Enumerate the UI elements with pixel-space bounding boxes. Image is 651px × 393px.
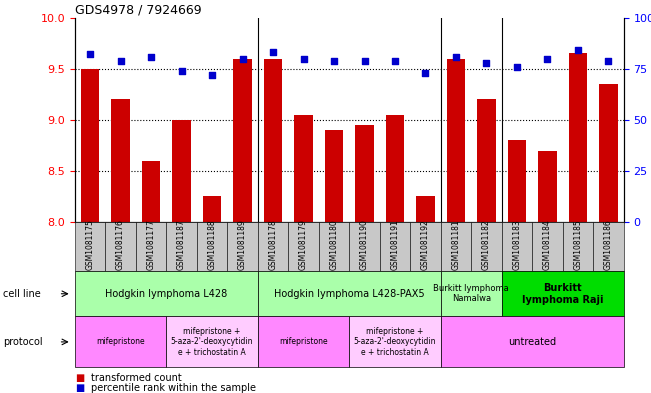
Bar bbox=[569, 53, 587, 222]
Text: GSM1081177: GSM1081177 bbox=[146, 220, 156, 270]
Point bbox=[238, 55, 248, 62]
Text: GSM1081176: GSM1081176 bbox=[116, 220, 125, 270]
Bar bbox=[203, 196, 221, 222]
Point bbox=[421, 70, 431, 76]
Point bbox=[390, 57, 400, 64]
Point bbox=[298, 55, 309, 62]
Bar bbox=[386, 115, 404, 222]
Bar bbox=[508, 140, 526, 222]
Bar bbox=[477, 99, 495, 222]
Text: mifepristone: mifepristone bbox=[96, 338, 145, 346]
Text: GSM1081188: GSM1081188 bbox=[208, 220, 217, 270]
Text: GSM1081187: GSM1081187 bbox=[177, 220, 186, 270]
Text: GSM1081181: GSM1081181 bbox=[452, 220, 460, 270]
Text: GSM1081190: GSM1081190 bbox=[360, 220, 369, 270]
Point bbox=[481, 59, 492, 66]
Text: GSM1081180: GSM1081180 bbox=[329, 220, 339, 270]
Text: Burkitt lymphoma
Namalwa: Burkitt lymphoma Namalwa bbox=[434, 284, 509, 303]
Text: GSM1081184: GSM1081184 bbox=[543, 220, 552, 270]
Text: untreated: untreated bbox=[508, 337, 556, 347]
Text: Burkitt
lymphoma Raji: Burkitt lymphoma Raji bbox=[522, 283, 603, 305]
Text: transformed count: transformed count bbox=[91, 373, 182, 383]
Bar bbox=[81, 69, 99, 222]
Text: GSM1081185: GSM1081185 bbox=[574, 220, 583, 270]
Text: GSM1081186: GSM1081186 bbox=[604, 220, 613, 270]
Point bbox=[85, 51, 95, 58]
Point bbox=[146, 53, 156, 60]
Point bbox=[359, 57, 370, 64]
Text: ■: ■ bbox=[75, 373, 84, 383]
Text: protocol: protocol bbox=[3, 337, 43, 347]
Bar bbox=[111, 99, 130, 222]
Text: GSM1081179: GSM1081179 bbox=[299, 220, 308, 270]
Text: mifepristone +
5-aza-2'-deoxycytidin
e + trichostatin A: mifepristone + 5-aza-2'-deoxycytidin e +… bbox=[171, 327, 253, 357]
Point bbox=[450, 53, 461, 60]
Text: GSM1081183: GSM1081183 bbox=[512, 220, 521, 270]
Text: GSM1081189: GSM1081189 bbox=[238, 220, 247, 270]
Point bbox=[207, 72, 217, 78]
Point bbox=[603, 57, 614, 64]
Text: mifepristone: mifepristone bbox=[279, 338, 328, 346]
Point bbox=[573, 47, 583, 53]
Bar bbox=[294, 115, 312, 222]
Text: GDS4978 / 7924669: GDS4978 / 7924669 bbox=[75, 4, 202, 17]
Text: GSM1081178: GSM1081178 bbox=[269, 220, 277, 270]
Text: percentile rank within the sample: percentile rank within the sample bbox=[91, 383, 256, 393]
Text: Hodgkin lymphoma L428: Hodgkin lymphoma L428 bbox=[105, 289, 227, 299]
Point bbox=[329, 57, 339, 64]
Bar bbox=[355, 125, 374, 222]
Bar bbox=[600, 84, 618, 222]
Text: GSM1081175: GSM1081175 bbox=[86, 220, 94, 270]
Bar bbox=[417, 196, 435, 222]
Text: Hodgkin lymphoma L428-PAX5: Hodgkin lymphoma L428-PAX5 bbox=[274, 289, 424, 299]
Bar bbox=[142, 161, 160, 222]
Point bbox=[268, 49, 278, 55]
Text: cell line: cell line bbox=[3, 289, 41, 299]
Bar bbox=[447, 59, 465, 222]
Point bbox=[512, 64, 522, 70]
Bar bbox=[264, 59, 282, 222]
Text: GSM1081182: GSM1081182 bbox=[482, 220, 491, 270]
Bar bbox=[325, 130, 343, 222]
Text: ■: ■ bbox=[75, 383, 84, 393]
Point bbox=[176, 68, 187, 74]
Bar bbox=[173, 120, 191, 222]
Text: mifepristone +
5-aza-2'-deoxycytidin
e + trichostatin A: mifepristone + 5-aza-2'-deoxycytidin e +… bbox=[353, 327, 436, 357]
Text: GSM1081191: GSM1081191 bbox=[391, 220, 400, 270]
Text: GSM1081192: GSM1081192 bbox=[421, 220, 430, 270]
Bar bbox=[234, 59, 252, 222]
Bar bbox=[538, 151, 557, 222]
Point bbox=[115, 57, 126, 64]
Point bbox=[542, 55, 553, 62]
